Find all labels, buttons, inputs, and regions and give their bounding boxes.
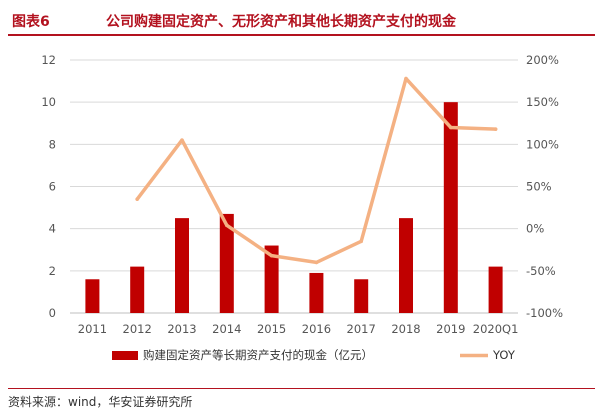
y-left-tick-label: 8: [49, 137, 56, 151]
yoy-point-2015: [269, 253, 274, 258]
figure-header: 图表6 公司购建固定资产、无形资产和其他长期资产支付的现金: [8, 4, 595, 36]
y-right-tick-label: -50%: [526, 264, 556, 278]
x-tick-label: 2017: [347, 322, 376, 336]
bar-2014: [219, 213, 234, 313]
x-tick-label: 2015: [257, 322, 286, 336]
yoy-point-2017: [359, 239, 364, 244]
x-tick-label: 2016: [302, 322, 331, 336]
bar-2017: [354, 279, 369, 313]
x-tick-label: 2018: [391, 322, 420, 336]
yoy-point-2019: [449, 125, 453, 130]
yoy-point-2018: [404, 76, 408, 81]
legend-label-line: YOY: [492, 348, 516, 362]
figure-source: 资料来源：wind，华安证券研究所: [8, 388, 595, 410]
yoy-point-2016: [314, 260, 319, 265]
x-tick-label: 2014: [212, 322, 241, 336]
y-left-tick-label: 6: [49, 180, 56, 194]
y-right-tick-label: 150%: [526, 95, 559, 109]
y-right-tick-label: 50%: [526, 180, 552, 194]
x-tick-label: 2013: [167, 322, 196, 336]
y-right-tick-label: -100%: [526, 306, 563, 320]
y-left-tick-label: 2: [49, 264, 56, 278]
legend-swatch-bar: [112, 351, 138, 360]
yoy-point-2014: [225, 223, 229, 228]
legend-label-bar: 购建固定资产等长期资产支付的现金（亿元）: [143, 348, 373, 362]
y-left-tick-label: 12: [41, 53, 56, 67]
figure-number: 图表6: [12, 14, 50, 30]
figure-title: 公司购建固定资产、无形资产和其他长期资产支付的现金: [106, 14, 456, 30]
x-tick-label: 2020Q1: [473, 322, 519, 336]
y-right-tick-label: 200%: [526, 53, 559, 67]
yoy-line: [135, 76, 498, 265]
bar-2020Q1: [488, 266, 503, 313]
x-tick-label: 2019: [436, 322, 465, 336]
yoy-point-2020Q1: [493, 127, 498, 131]
y-left-tick-label: 10: [41, 95, 56, 109]
bar-2013: [175, 218, 189, 313]
yoy-point-2012: [135, 197, 139, 201]
bar-2011: [85, 279, 100, 313]
bar-2016: [309, 272, 324, 313]
bar-2018: [399, 218, 413, 313]
y-left-tick-label: 4: [49, 222, 56, 236]
y-right-tick-label: 0%: [526, 222, 544, 236]
yoy-point-2013: [180, 138, 184, 142]
y-right-tick-label: 100%: [526, 137, 559, 151]
y-left-tick-label: 0: [49, 306, 56, 320]
x-tick-label: 2011: [78, 322, 107, 336]
x-tick-label: 2012: [123, 322, 152, 336]
bar-2019: [443, 102, 458, 314]
bar-2015: [264, 245, 279, 313]
bar-2012: [130, 266, 145, 313]
